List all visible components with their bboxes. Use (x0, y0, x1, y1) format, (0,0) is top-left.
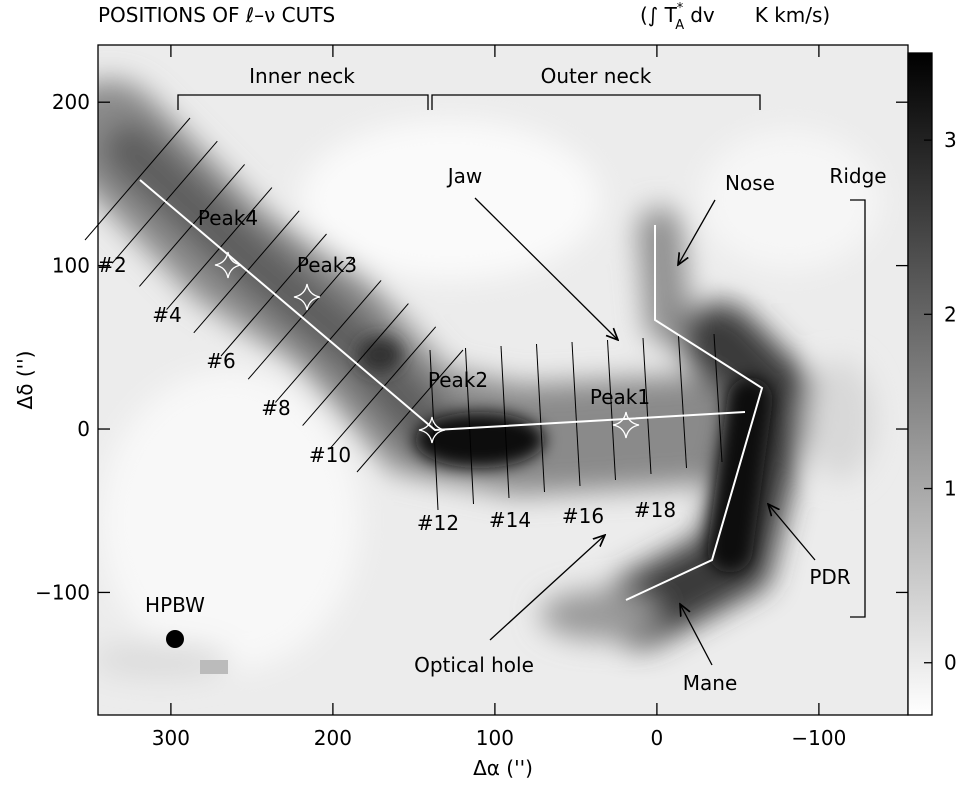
peak-marker (612, 411, 640, 439)
cut-line (678, 335, 687, 469)
colorbar-tick-label: 2 (944, 302, 957, 326)
cut-line (713, 333, 723, 463)
cut-line (302, 303, 409, 426)
cut-line (220, 233, 327, 357)
cut-line (275, 280, 382, 403)
peak-label: Peak2 (428, 368, 488, 392)
cut-line (642, 337, 652, 475)
brackets (177, 94, 866, 618)
peak-marker (418, 416, 446, 444)
cut-line (500, 345, 510, 499)
intensity-map (98, 45, 908, 715)
annotation: Outer neck (541, 64, 652, 88)
y-tick-label: −100 (35, 580, 90, 604)
chart-title: POSITIONS OF ℓ–ν CUTS (98, 3, 335, 27)
peak-label: Peak3 (297, 253, 357, 277)
cut-line (84, 117, 191, 241)
cut-label: #14 (489, 508, 531, 532)
annotation: Optical hole (414, 653, 534, 677)
cut-line (607, 339, 616, 481)
annotation: Nose (725, 171, 775, 195)
annotation: PDR (809, 565, 850, 589)
peak-label: Peak1 (590, 385, 650, 409)
annotation: Ridge (829, 164, 886, 188)
colorbar-tick-label: 0 (944, 651, 957, 675)
neck-path (139, 179, 746, 432)
colorbar (907, 52, 933, 716)
cut-line (536, 343, 545, 493)
colorbar-tick-label: 1 (944, 477, 957, 501)
cut-label: #6 (206, 349, 235, 373)
x-tick-label: 100 (476, 726, 514, 750)
x-axis-label: Δα ('') (473, 756, 533, 780)
cut-label: #12 (417, 511, 459, 535)
cut-line (465, 347, 474, 505)
colorbar-tick-label: 3 (944, 128, 957, 152)
cut-line (139, 164, 245, 287)
y-axis-label: Δδ ('') (13, 351, 37, 410)
cut-label: #4 (152, 303, 181, 327)
x-tick-label: 0 (651, 726, 664, 750)
annotation: Jaw (446, 164, 483, 188)
cut-line (571, 341, 581, 487)
cut-label: #18 (634, 498, 676, 522)
annotation: HPBW (145, 593, 205, 617)
cut-line (329, 326, 437, 450)
y-tick-label: 200 (52, 90, 90, 114)
x-tick-label: 200 (314, 726, 352, 750)
cut-label: #2 (97, 253, 126, 277)
cut-line (356, 349, 464, 473)
cut-line (166, 187, 273, 310)
arrows (474, 197, 816, 666)
cut-line (247, 256, 355, 380)
peak-label: Peak4 (198, 206, 258, 230)
peak-marker (214, 251, 242, 279)
y-tick-label: 100 (52, 254, 90, 278)
y-tick-label: 0 (77, 417, 90, 441)
cut-line (193, 210, 300, 334)
bar-path (625, 225, 764, 601)
annotation: Mane (683, 671, 738, 695)
x-tick-label: −100 (791, 726, 846, 750)
annotation: Inner neck (249, 64, 355, 88)
cut-label: #10 (309, 443, 351, 467)
peak-marker (293, 283, 321, 311)
cut-label: #16 (562, 504, 604, 528)
x-tick-label: 300 (152, 726, 190, 750)
beam (166, 630, 184, 648)
peak-markers (214, 251, 640, 444)
cut-label: #8 (261, 396, 290, 420)
